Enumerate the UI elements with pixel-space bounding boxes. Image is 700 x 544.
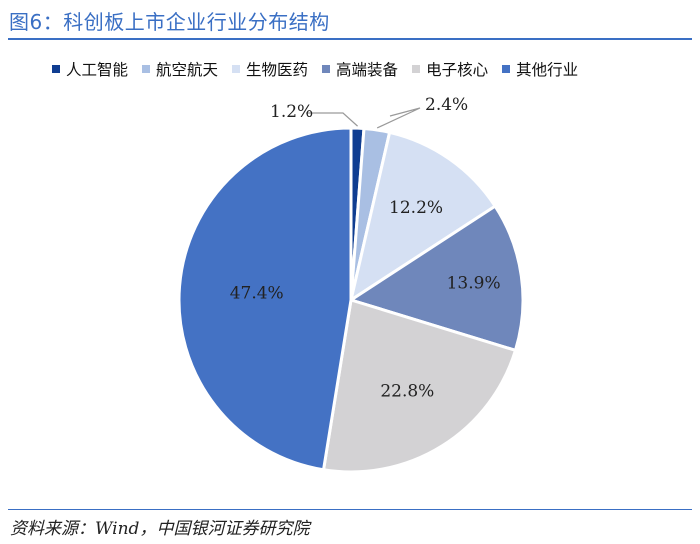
leader-line bbox=[376, 107, 421, 129]
legend-item: 人工智能 bbox=[52, 58, 128, 80]
legend-item: 航空航天 bbox=[142, 58, 218, 80]
legend-label: 高端装备 bbox=[336, 61, 399, 79]
slice-data-label: 1.2% bbox=[270, 102, 313, 122]
slice-data-label: 12.2% bbox=[389, 198, 443, 218]
legend-item: 电子核心 bbox=[412, 58, 488, 80]
slice-data-label: 13.9% bbox=[447, 274, 501, 294]
legend-label: 其他行业 bbox=[516, 61, 579, 79]
legend-label: 电子核心 bbox=[426, 61, 489, 79]
chart-title: 图6：科创板上市企业行业分布结构 bbox=[9, 10, 330, 34]
slice-data-label: 22.8% bbox=[380, 382, 434, 402]
leader-line bbox=[306, 112, 358, 127]
legend-swatch bbox=[322, 65, 331, 73]
title-divider bbox=[8, 38, 692, 40]
pie-slice bbox=[347, 204, 525, 353]
legend-label: 生物医药 bbox=[246, 61, 309, 79]
legend: 人工智能 航空航天 生物医药 高端装备 电子核心 其他行业 bbox=[52, 58, 592, 80]
pie-slice bbox=[348, 130, 498, 304]
pie-slice bbox=[321, 298, 518, 474]
legend-swatch bbox=[232, 65, 241, 73]
slice-data-label: 47.4% bbox=[230, 283, 284, 303]
pie-slice bbox=[177, 126, 353, 472]
legend-swatch bbox=[502, 65, 511, 73]
legend-item: 其他行业 bbox=[502, 58, 578, 80]
legend-item: 生物医药 bbox=[232, 58, 308, 80]
legend-item: 高端装备 bbox=[322, 58, 398, 80]
slice-data-label: 2.4% bbox=[425, 95, 468, 115]
source-divider bbox=[8, 509, 692, 510]
legend-swatch bbox=[412, 65, 421, 73]
legend-label: 航空航天 bbox=[156, 61, 219, 79]
legend-swatch bbox=[52, 65, 60, 73]
legend-swatch bbox=[142, 65, 151, 73]
legend-label: 人工智能 bbox=[66, 61, 129, 79]
source-note: 资料来源：Wind，中国银河证券研究院 bbox=[10, 519, 310, 539]
